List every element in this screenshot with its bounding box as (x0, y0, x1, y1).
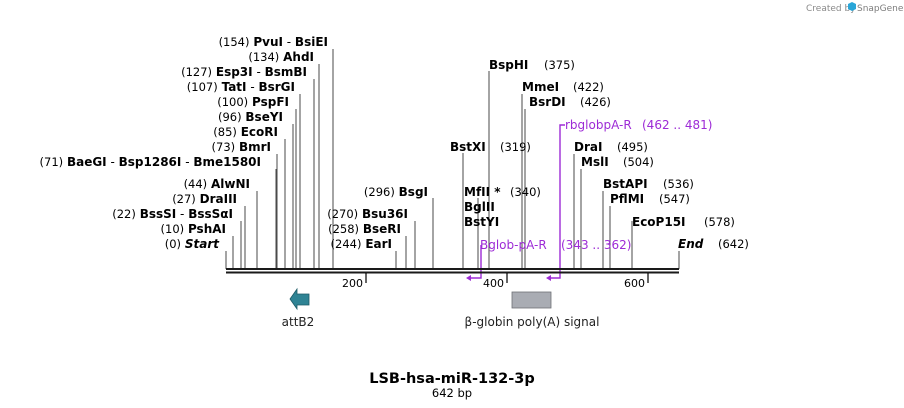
tick-400: 400 (483, 277, 504, 290)
map-title: LSB-hsa-miR-132-3p (369, 371, 535, 387)
credit-created-by: Created by (806, 4, 856, 14)
snapgene-logo-icon (848, 2, 856, 11)
site-drai[interactable]: DraI (495) (574, 140, 648, 154)
site-bstxi[interactable]: BstXI (319) (450, 140, 531, 154)
site-pspfi[interactable]: (100) PspFI (217, 95, 289, 109)
primer-labels: rbglobpA-R (462 .. 481) Bglob-pA-R (343 ..… (480, 118, 712, 252)
tick-200: 200 (342, 277, 363, 290)
site-bsu36i[interactable]: (270) Bsu36I (327, 207, 408, 221)
site-ecop15i[interactable]: EcoP15I (578) (632, 215, 735, 229)
site-pflmi[interactable]: PflMI (547) (610, 192, 690, 206)
site-bseri[interactable]: (258) BseRI (328, 222, 401, 236)
site-alwni[interactable]: (44) AlwNI (184, 177, 250, 191)
site-end[interactable]: End (642) (678, 237, 749, 251)
polya-box (511, 291, 552, 309)
site-mmei[interactable]: MmeI (422) (522, 80, 604, 94)
site-baegi-bsp1286i-bme1580i[interactable]: (71) BaeGI - Bsp1286I - Bme1580I (40, 155, 261, 169)
site-bstyi[interactable]: BstYI (464, 215, 499, 229)
site-start[interactable]: (0) Start (165, 237, 221, 251)
site-bsssi-bsssai[interactable]: (22) BssSI - BssSαI (112, 207, 233, 221)
site-esp3i-bsmbi[interactable]: (127) Esp3I - BsmBI (181, 65, 307, 79)
site-pshai[interactable]: (10) PshAI (161, 222, 226, 236)
site-bsrdi[interactable]: BsrDI (426) (529, 95, 611, 109)
primer-bglob-pa-r[interactable] (466, 245, 482, 281)
site-mfii[interactable]: MfII * (340) (464, 185, 541, 199)
right-site-labels: BspHI (375) MmeI (422) BsrDI (426) BstXI (31… (450, 58, 749, 251)
site-ecori[interactable]: (85) EcoRI (213, 125, 278, 139)
site-msli[interactable]: MslI (504) (581, 155, 654, 169)
site-bsphi[interactable]: BspHI (375) (489, 58, 575, 72)
tick-600: 600 (624, 277, 645, 290)
ruler: 200 400 600 (342, 273, 649, 290)
credit: Created by SnapGene (806, 2, 904, 14)
site-tati-bsrgi[interactable]: (107) TatI - BsrGI (187, 80, 295, 94)
left-site-labels: (154) PvuI - BsiEI (134) AhdI (127) Esp3… (40, 35, 328, 251)
site-draiii[interactable]: (27) DraIII (172, 192, 237, 206)
polya-label: β-globin poly(A) signal (465, 315, 600, 329)
primer-rbglobpa-r-label[interactable]: rbglobpA-R (462 .. 481) (565, 118, 712, 132)
site-bseyi[interactable]: (96) BseYI (218, 110, 283, 124)
attb2-label: attB2 (282, 315, 315, 329)
left-site-lines (225, 49, 334, 269)
dna-backbone (226, 268, 679, 274)
site-eari[interactable]: (244) EarI (331, 237, 392, 251)
site-bsgi[interactable]: (296) BsgI (364, 185, 428, 199)
attb2-arrow-icon (289, 287, 310, 311)
site-ahdi[interactable]: (134) AhdI (248, 50, 314, 64)
site-pvui-bsiei[interactable]: (154) PvuI - BsiEI (219, 35, 328, 49)
credit-brand: SnapGene (857, 4, 904, 14)
site-bmri[interactable]: (73) BmrI (212, 140, 271, 154)
feature-beta-globin-polya[interactable]: β-globin poly(A) signal (465, 291, 600, 329)
site-bglii[interactable]: BglII (464, 200, 495, 214)
primer-bglob-pa-r-label[interactable]: Bglob-pA-R (343 .. 362) (480, 238, 631, 252)
site-bstapi[interactable]: BstAPI (536) (603, 177, 694, 191)
middle-site-labels: (296) BsgI (270) Bsu36I (258) BseRI (244… (327, 185, 428, 251)
right-site-lines (395, 71, 680, 269)
primer-rbglobpa-r[interactable] (546, 124, 565, 281)
feature-attb2[interactable]: attB2 (282, 287, 315, 329)
map-length: 642 bp (432, 386, 472, 400)
